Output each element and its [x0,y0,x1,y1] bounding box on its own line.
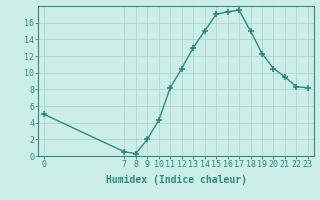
X-axis label: Humidex (Indice chaleur): Humidex (Indice chaleur) [106,175,246,185]
